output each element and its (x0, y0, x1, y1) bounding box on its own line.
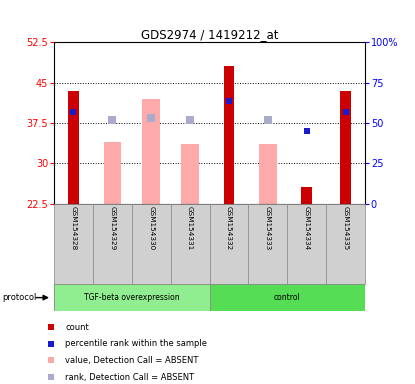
Bar (287, 204, 326, 284)
Text: GSM154330: GSM154330 (148, 206, 154, 250)
Bar (181, 144, 199, 204)
Text: TGF-beta overexpression: TGF-beta overexpression (84, 293, 180, 302)
Bar (340, 91, 351, 204)
Bar (54, 204, 93, 284)
Bar (93, 204, 132, 284)
Text: count: count (65, 323, 89, 332)
Text: value, Detection Call = ABSENT: value, Detection Call = ABSENT (65, 356, 199, 365)
Text: GSM154329: GSM154329 (109, 206, 115, 250)
Text: GSM154333: GSM154333 (265, 206, 271, 250)
Bar (104, 142, 121, 204)
Text: control: control (274, 293, 301, 302)
Bar (171, 204, 210, 284)
Bar (210, 284, 365, 311)
Text: GSM154335: GSM154335 (343, 206, 349, 250)
Bar (132, 204, 171, 284)
Bar (224, 66, 234, 204)
Bar (326, 204, 365, 284)
Title: GDS2974 / 1419212_at: GDS2974 / 1419212_at (141, 28, 278, 41)
Text: GSM154334: GSM154334 (304, 206, 310, 250)
Text: protocol: protocol (2, 293, 37, 302)
Text: GSM154328: GSM154328 (71, 206, 76, 250)
Bar (259, 144, 277, 204)
Text: rank, Detection Call = ABSENT: rank, Detection Call = ABSENT (65, 372, 194, 382)
Bar (210, 204, 249, 284)
Text: percentile rank within the sample: percentile rank within the sample (65, 339, 207, 348)
Bar (54, 284, 210, 311)
Bar (249, 204, 287, 284)
Text: GSM154331: GSM154331 (187, 206, 193, 250)
Bar (142, 99, 160, 204)
Bar (301, 187, 312, 204)
Text: GSM154332: GSM154332 (226, 206, 232, 250)
Bar (68, 91, 79, 204)
